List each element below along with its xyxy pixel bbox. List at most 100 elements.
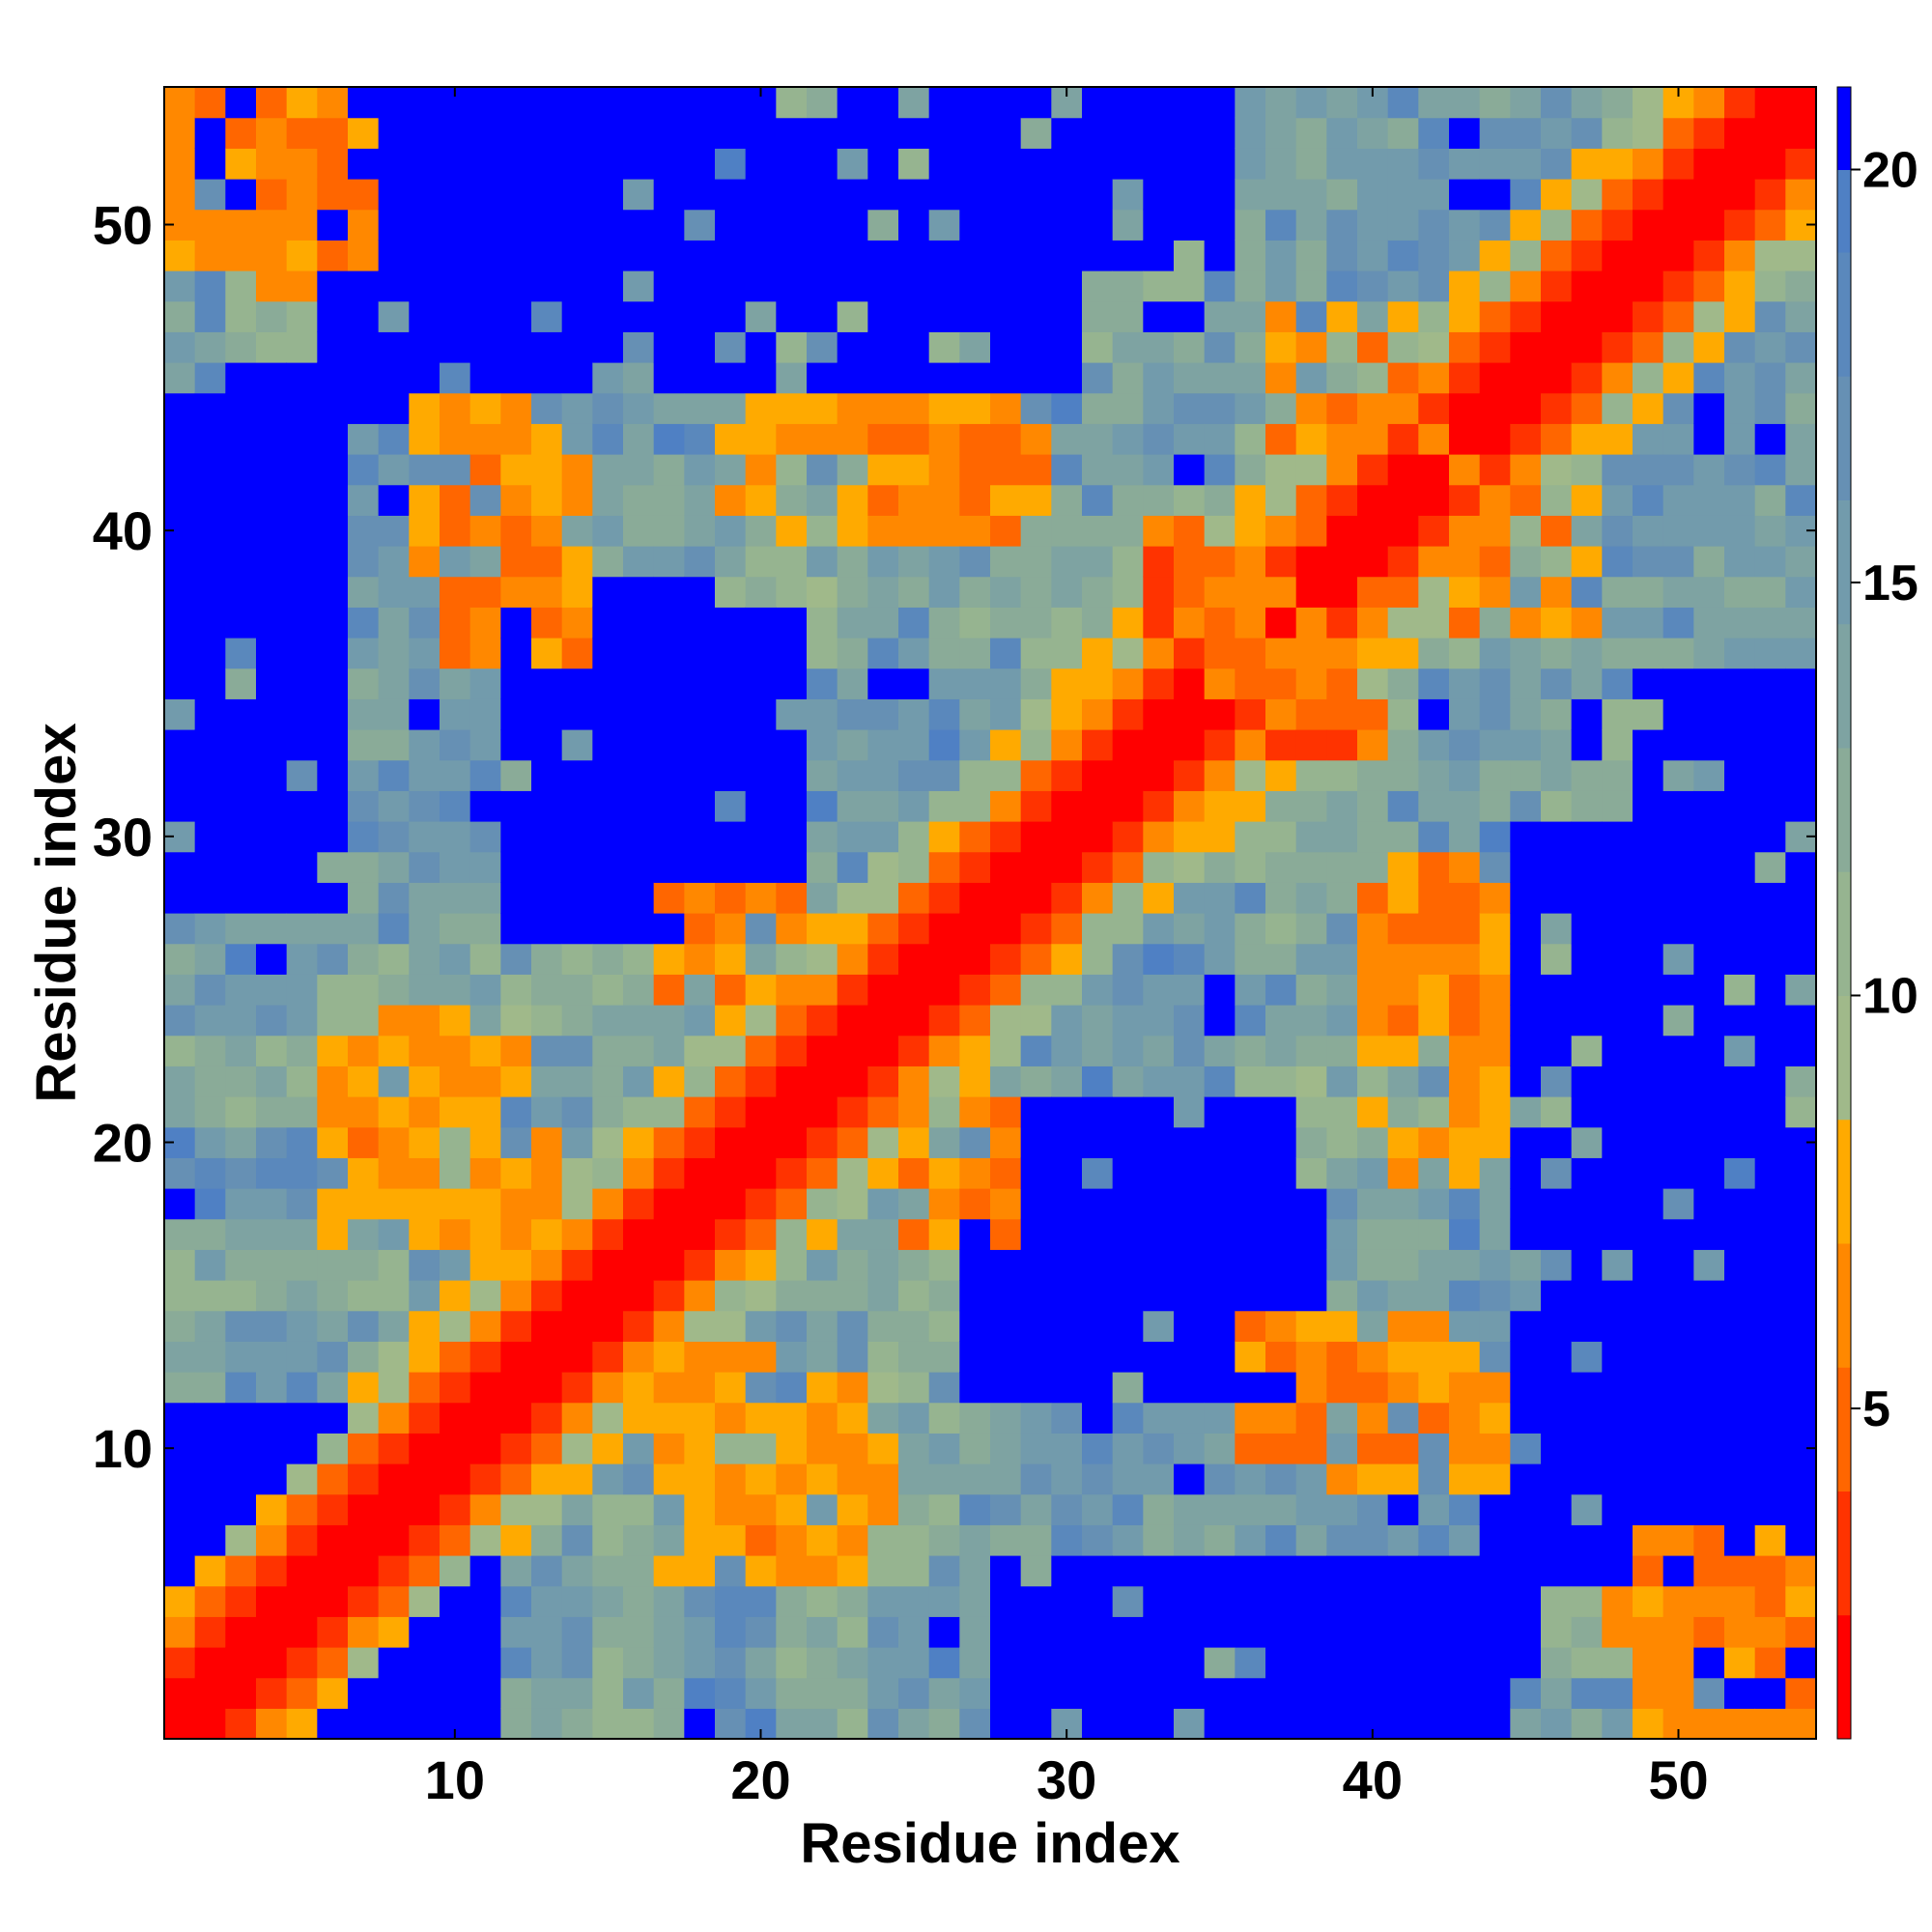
heatmap-cell [1571, 179, 1603, 211]
heatmap-cell [745, 790, 777, 822]
heatmap-cell [1082, 1524, 1114, 1556]
heatmap-cell [225, 668, 257, 699]
heatmap-cell [378, 1249, 410, 1281]
heatmap-cell [1510, 1677, 1542, 1709]
heatmap-cell [500, 576, 532, 608]
heatmap-cell [928, 1402, 960, 1434]
heatmap-cell [531, 454, 563, 486]
heatmap-cell [409, 882, 440, 914]
heatmap-cell [561, 1708, 593, 1740]
heatmap-cell [1754, 331, 1786, 363]
heatmap-cell [807, 638, 838, 669]
colorbar-segment [1837, 1491, 1851, 1616]
heatmap-cell [1387, 1708, 1419, 1740]
heatmap-cell [1143, 1280, 1175, 1312]
heatmap-cell [715, 638, 747, 669]
heatmap-cell [1265, 668, 1297, 699]
heatmap-cell [928, 1372, 960, 1404]
heatmap-cell [1754, 1493, 1786, 1525]
heatmap-cell [1326, 698, 1358, 730]
heatmap-cell [286, 882, 318, 914]
heatmap-cell [194, 913, 226, 945]
heatmap-cell [531, 1647, 563, 1679]
heatmap-cell [164, 179, 196, 211]
heatmap-cell [1204, 1402, 1236, 1434]
heatmap-cell [1571, 638, 1603, 669]
heatmap-cell [1449, 1555, 1481, 1587]
heatmap-cell [256, 240, 288, 271]
heatmap-cell [1724, 1708, 1756, 1740]
heatmap-cell [531, 1188, 563, 1220]
heatmap-cell [317, 1310, 349, 1342]
heatmap-cell [317, 576, 349, 608]
heatmap-cell [1693, 270, 1725, 302]
heatmap-cell [1357, 913, 1389, 945]
heatmap-cell [1479, 1218, 1511, 1250]
heatmap-cell [409, 1555, 440, 1587]
heatmap-cell [1265, 1341, 1297, 1373]
heatmap-cell [1326, 974, 1358, 1006]
heatmap-cell [1174, 1555, 1206, 1587]
heatmap-cell [807, 698, 838, 730]
heatmap-cell [1602, 1249, 1634, 1281]
heatmap-cell [928, 270, 960, 302]
heatmap-cell [348, 1616, 380, 1648]
heatmap-cell [1357, 1249, 1389, 1281]
heatmap-cell [1754, 209, 1786, 241]
heatmap-cell [1785, 851, 1817, 883]
heatmap-cell [164, 270, 196, 302]
heatmap-cell [1479, 1555, 1511, 1587]
heatmap-cell [378, 1647, 410, 1679]
heatmap-cell [1785, 1647, 1817, 1679]
heatmap-cell [715, 209, 747, 241]
heatmap-cell [317, 209, 349, 241]
heatmap-cell [164, 423, 196, 455]
heatmap-cell [898, 1188, 930, 1220]
heatmap-cell [1602, 1372, 1634, 1404]
heatmap-cell [1143, 484, 1175, 516]
heatmap-cell [1326, 179, 1358, 211]
heatmap-cell [1418, 1218, 1450, 1250]
heatmap-cell [194, 1677, 226, 1709]
heatmap-cell [348, 148, 380, 180]
heatmap-cell [1754, 790, 1786, 822]
heatmap-cell [1479, 300, 1511, 332]
heatmap-cell [1724, 607, 1756, 639]
heatmap-cell [469, 1065, 501, 1097]
heatmap-cell [1020, 1555, 1052, 1587]
heatmap-cell [623, 1647, 655, 1679]
heatmap-cell [623, 882, 655, 914]
heatmap-cell [623, 668, 655, 699]
heatmap-cell [745, 1524, 777, 1556]
heatmap-cell [715, 117, 747, 149]
heatmap-cell [1112, 821, 1144, 853]
heatmap-cell [745, 362, 777, 394]
heatmap-cell [745, 759, 777, 791]
heatmap-cell [531, 1126, 563, 1158]
heatmap-cell [898, 607, 930, 639]
heatmap-cell [440, 148, 471, 180]
heatmap-cell [1143, 1096, 1175, 1128]
heatmap-cell [1602, 240, 1634, 271]
heatmap-cell [684, 1555, 716, 1587]
heatmap-cell [1265, 698, 1297, 730]
heatmap-cell [1785, 943, 1817, 975]
heatmap-cell [440, 790, 471, 822]
heatmap-cell [378, 576, 410, 608]
heatmap-cell [898, 1310, 930, 1342]
heatmap-cell [1326, 1157, 1358, 1189]
heatmap-cell [1479, 148, 1511, 180]
heatmap-cell [500, 300, 532, 332]
heatmap-cell [1633, 1372, 1664, 1404]
heatmap-cell [317, 1188, 349, 1220]
heatmap-cell [317, 1463, 349, 1495]
heatmap-cell [561, 790, 593, 822]
heatmap-cell [500, 1647, 532, 1679]
heatmap-cell [1112, 1524, 1144, 1556]
heatmap-cell [1174, 1188, 1206, 1220]
heatmap-cell [225, 607, 257, 639]
heatmap-cell [1204, 1035, 1236, 1066]
heatmap-cell [990, 698, 1022, 730]
heatmap-cell [225, 362, 257, 394]
heatmap-cell [1357, 1218, 1389, 1250]
